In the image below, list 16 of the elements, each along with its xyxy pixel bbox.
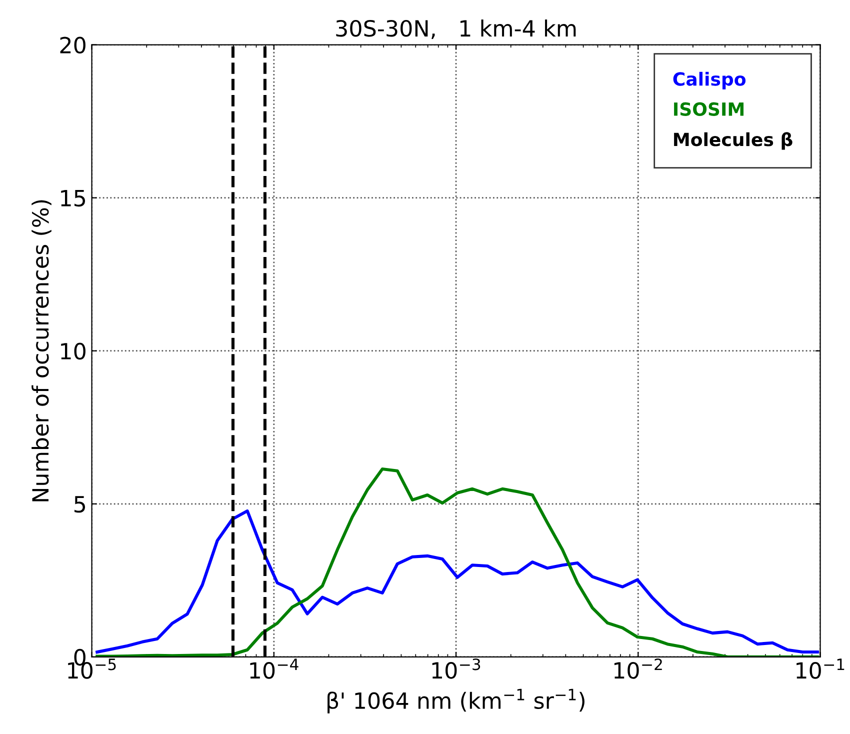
x-axis-title: β' 1064 nm (km$^{−1}$ sr$^{−1}$) <box>328 688 584 714</box>
y-tick-label: 10 <box>61 342 86 360</box>
line-series <box>96 509 820 654</box>
y-tick-label: 20 <box>60 36 86 54</box>
y-axis-title: Number of occurrences (%) <box>32 200 52 502</box>
x-tick-label: 10$^{−2}$ <box>614 658 662 679</box>
x-tick-label: 10$^{−4}$ <box>250 658 298 679</box>
line-series <box>96 467 820 657</box>
text: ISOSIM <box>674 102 744 116</box>
chart-title: 30S-30N, 1 km-4 km <box>336 20 576 40</box>
y-tick-label: 5 <box>74 496 85 513</box>
text: Calispo <box>673 72 746 90</box>
ref-line-label: Molecules β <box>674 132 792 150</box>
x-tick-label: 10$^{−1}$ <box>796 658 844 679</box>
x-tick-label: 10$^{−3}$ <box>432 658 480 679</box>
y-tick-label: 15 <box>61 190 85 207</box>
